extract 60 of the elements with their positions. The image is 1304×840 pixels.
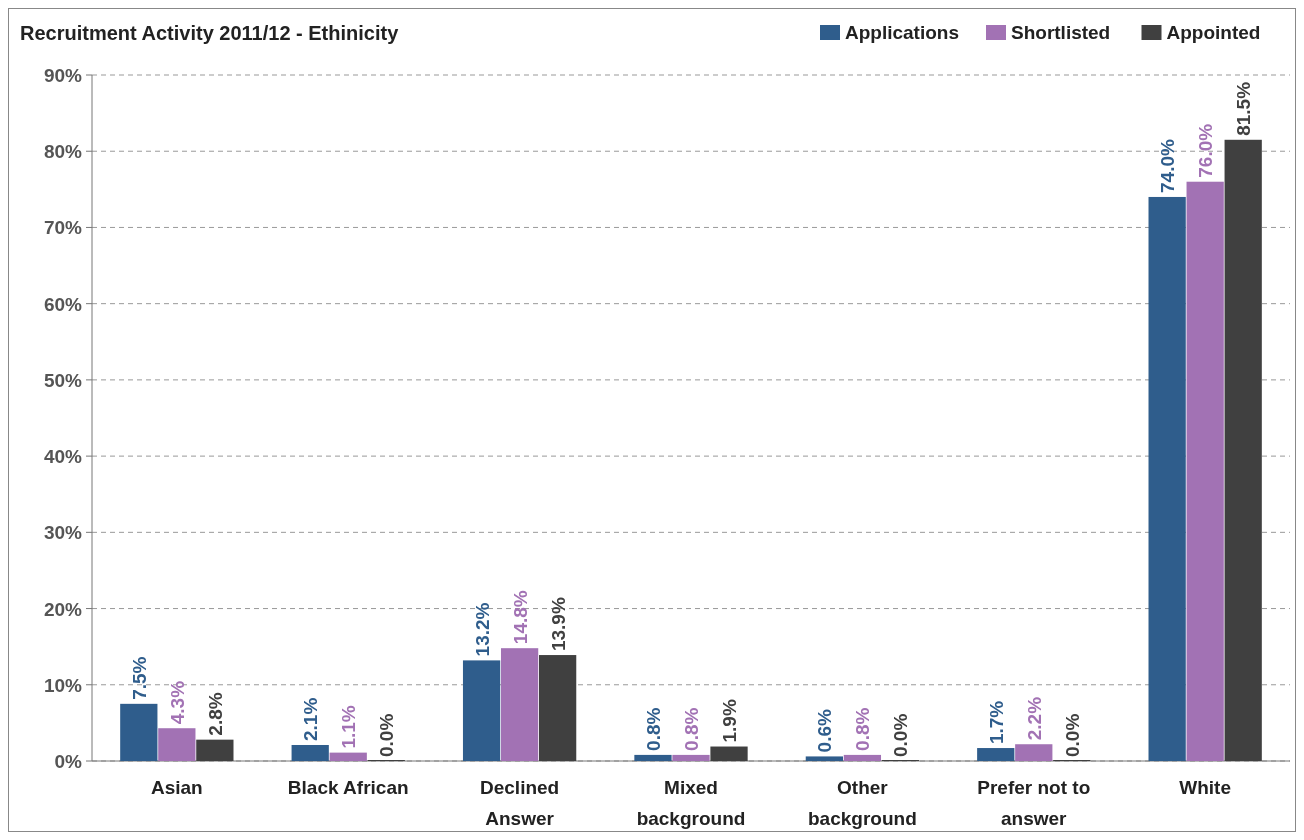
y-tick-label: 90% [43,65,83,86]
bar [1186,181,1224,761]
data-label: 1.9% [719,699,741,743]
bar [672,754,710,761]
data-label: 0.0% [890,713,912,757]
x-tick-label: Declined Answer [480,777,560,829]
data-label: 0.6% [814,709,836,753]
data-label: 0.8% [642,707,664,751]
data-label: 0.8% [681,707,702,751]
bar [710,746,748,761]
y-tick-label: 0% [54,751,83,772]
bar [291,744,329,761]
data-label: 1.7% [985,700,1007,745]
data-label: 7.5% [128,656,150,700]
y-tick-label: 20% [43,598,83,620]
data-label: 2.2% [1023,696,1045,741]
bar [329,752,367,761]
bar [120,703,158,761]
data-label: 4.3% [166,680,188,725]
data-label: 0.8% [852,707,874,751]
data-label: 13.9% [547,597,569,652]
data-label: 0.0% [376,713,398,757]
bar [1015,744,1053,761]
x-tick-label: Mixed background [636,777,746,829]
data-label: 2.1% [300,697,322,741]
bar [462,660,501,761]
bar [843,754,882,761]
bar [500,648,539,761]
data-label: 76.0% [1195,123,1217,178]
data-label: 13.2% [471,602,493,657]
bar [1224,139,1262,761]
legend-label: Appointed [1166,22,1261,43]
x-tick-label: Asian [150,777,203,798]
bar [977,748,1015,761]
x-tick-label: White [1179,777,1232,798]
data-label: 0.0% [1061,713,1083,757]
data-label: 81.5% [1233,81,1255,136]
bar [634,754,672,761]
bar [805,756,843,761]
x-tick-label: Other background [808,777,917,829]
y-tick-label: 60% [43,293,83,315]
data-label: 1.1% [338,705,360,749]
bar [196,739,234,761]
x-tick-label: Prefer not to answer [977,777,1091,829]
y-tick-label: 30% [43,522,83,544]
data-label: 74.0% [1157,138,1179,193]
y-tick-label: 50% [43,369,83,391]
legend-label: Applications [845,22,960,43]
y-tick-label: 70% [43,217,83,239]
y-tick-label: 40% [43,446,83,468]
data-label: 14.8% [509,590,531,645]
data-label: 2.8% [204,692,226,736]
bar [158,728,196,761]
y-tick-label: 10% [43,674,83,696]
chart-title: Recruitment Activity 2011/12 - Ethinicity [20,22,400,44]
bar [1148,196,1186,761]
x-tick-label: Black African [287,777,409,798]
y-tick-label: 80% [43,141,83,163]
bar [539,655,577,761]
legend-label: Shortlisted [1011,22,1111,43]
